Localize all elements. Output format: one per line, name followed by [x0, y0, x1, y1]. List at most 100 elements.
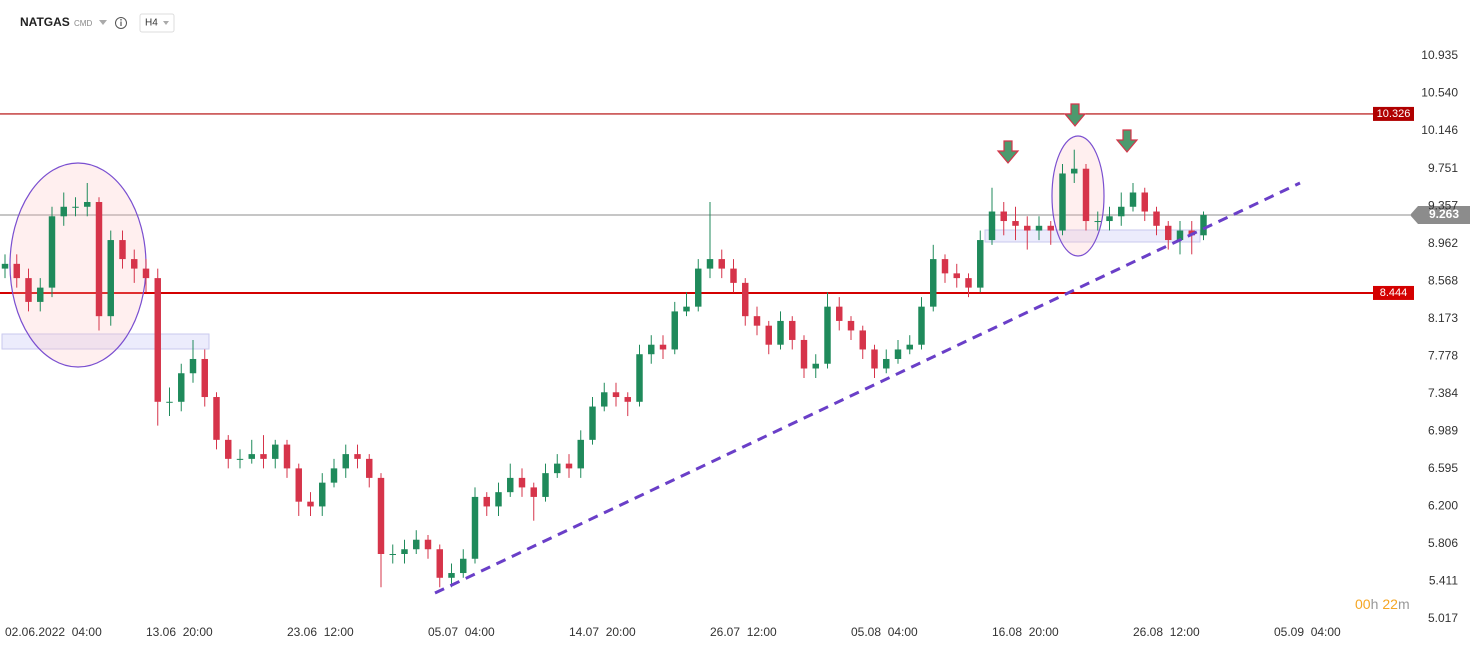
y-tick-label: 8.173 [1428, 311, 1458, 325]
symbol: NATGAS [20, 15, 70, 29]
candle-body [636, 354, 643, 402]
level-label-box [1373, 106, 1414, 121]
countdown: 00h 22m [1355, 596, 1410, 612]
countdown-hours: 00 [1355, 596, 1371, 612]
candle-body [883, 358, 890, 369]
candle-body [918, 306, 925, 345]
candle-body [1200, 215, 1207, 236]
candle-body [683, 306, 690, 312]
candle-body [225, 439, 232, 459]
candle-body [518, 477, 526, 488]
y-tick-label: 10.540 [1421, 86, 1458, 100]
level-label: 10.326 [1377, 108, 1411, 120]
candle-body [507, 477, 514, 493]
y-tick-label: 8.962 [1428, 236, 1458, 250]
down-arrow [1063, 103, 1087, 127]
candle-body [483, 496, 490, 507]
candle-body [154, 278, 161, 402]
interval-dropdown [163, 21, 169, 25]
candle-body [659, 344, 667, 350]
candle-body [1118, 206, 1125, 217]
last-price-box [1410, 206, 1470, 225]
candle-body [565, 463, 573, 469]
candle-body [95, 202, 103, 317]
candle-body [354, 454, 361, 459]
candle-body [824, 306, 831, 364]
level-label: 8.444 [1380, 287, 1408, 299]
x-tick-label: 05.08 04:00 [851, 625, 918, 639]
x-tick-label: 13.06 20:00 [146, 625, 213, 639]
candle-body [601, 392, 608, 407]
candle-body [342, 454, 349, 469]
x-tick-label: 26.08 12:00 [1133, 625, 1200, 639]
candle-body [1000, 211, 1007, 222]
candle-body [436, 549, 443, 578]
y-tick-label: 8.568 [1428, 273, 1458, 287]
candle-body [777, 320, 784, 345]
candle-body [894, 349, 902, 359]
candle-body [953, 273, 960, 279]
candle-body [107, 240, 114, 317]
candle-body [1035, 225, 1043, 231]
y-tick-label: 10.146 [1421, 123, 1458, 137]
candle-body [119, 240, 126, 260]
candle-body [718, 259, 725, 269]
interval: H4 [145, 18, 158, 29]
candle-body [871, 349, 878, 369]
candle-body [471, 496, 479, 559]
candle-body [272, 444, 279, 459]
candle-body [859, 330, 866, 350]
candle-body [847, 320, 855, 331]
candle-body [1059, 173, 1066, 231]
interval-select[interactable] [139, 13, 175, 33]
x-tick-label: 14.07 20:00 [569, 625, 636, 639]
candle-body [307, 501, 314, 507]
candle-body [1094, 221, 1101, 223]
candle-body [295, 468, 302, 502]
candle-body [401, 549, 408, 555]
candle-body [812, 363, 819, 369]
candle-body [542, 473, 549, 497]
candle-body [930, 259, 937, 307]
candle-body [142, 268, 150, 279]
candle-body [389, 554, 396, 556]
candle-body [1, 263, 9, 269]
candle-body [448, 573, 455, 578]
candle-body [25, 278, 32, 302]
candle-body [413, 539, 420, 550]
down-arrow [996, 140, 1020, 164]
candle-body [800, 339, 808, 369]
countdown-unit: h [1371, 596, 1379, 612]
market: CMD [74, 19, 92, 28]
y-tick-label: 6.989 [1428, 424, 1458, 438]
candles [1, 149, 1207, 588]
candle-body [213, 397, 220, 440]
candle-body [189, 358, 197, 374]
candle-body [260, 454, 267, 459]
candle-body [554, 463, 561, 474]
candle-body [577, 439, 584, 469]
y-tick-label: 10.935 [1421, 48, 1458, 62]
candle-body [1176, 230, 1184, 241]
candle-body [424, 539, 432, 550]
candle-body [495, 492, 502, 507]
candle-body [330, 468, 338, 483]
candle-body [789, 320, 796, 340]
highlight-ellipse [9, 162, 147, 368]
candle-body [589, 406, 596, 440]
info-icon[interactable] [115, 17, 127, 29]
y-tick-label: 5.411 [1429, 574, 1458, 588]
candle-body [283, 444, 291, 469]
candle-body [612, 392, 620, 398]
candle-body [671, 311, 678, 350]
countdown-minutes: 22 [1382, 596, 1398, 612]
candle-body [1165, 225, 1172, 241]
candle-body [977, 240, 984, 288]
symbol-dropdown[interactable] [99, 20, 107, 25]
candle-body [60, 206, 67, 217]
candle-body [988, 211, 996, 241]
candle-body [836, 306, 843, 321]
candle-body [460, 558, 467, 574]
